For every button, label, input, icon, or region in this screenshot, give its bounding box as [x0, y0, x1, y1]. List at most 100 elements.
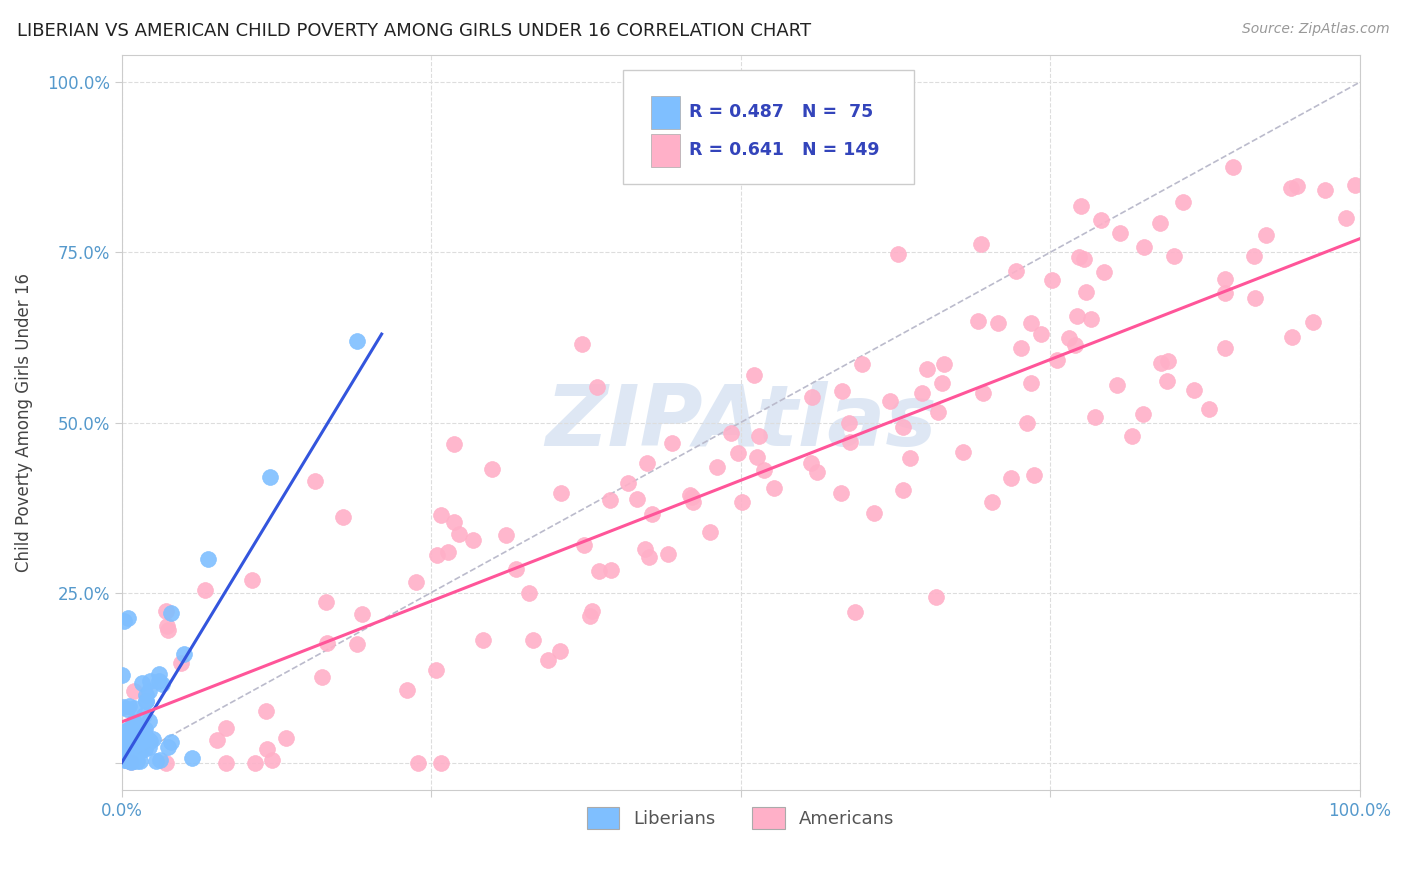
- Point: [240, 573, 263, 587]
- Point: [1244, 292, 1267, 306]
- Point: [114, 739, 136, 754]
- Point: [1005, 264, 1028, 278]
- Point: [481, 461, 503, 475]
- Point: [1074, 285, 1097, 300]
- Point: [215, 721, 238, 735]
- Point: [806, 465, 828, 479]
- Point: [112, 740, 135, 755]
- Point: [634, 541, 657, 556]
- Point: [1040, 273, 1063, 287]
- FancyBboxPatch shape: [623, 70, 914, 184]
- Point: [117, 702, 139, 716]
- Point: [112, 749, 135, 764]
- Point: [1157, 353, 1180, 368]
- Point: [138, 739, 160, 754]
- Point: [517, 586, 540, 600]
- Point: [599, 493, 621, 508]
- Point: [443, 516, 465, 530]
- Point: [579, 609, 602, 624]
- Point: [1084, 410, 1107, 425]
- Point: [156, 623, 179, 637]
- Point: [1132, 407, 1154, 421]
- Point: [157, 740, 180, 755]
- Point: [136, 731, 159, 746]
- Point: [661, 435, 683, 450]
- Point: [194, 582, 217, 597]
- Point: [1090, 213, 1112, 227]
- Point: [720, 426, 742, 441]
- Point: [430, 508, 453, 522]
- Point: [571, 336, 593, 351]
- Point: [260, 753, 283, 767]
- Point: [346, 637, 368, 651]
- Point: [838, 416, 860, 430]
- Text: R = 0.487   N =  75: R = 0.487 N = 75: [689, 103, 873, 120]
- Point: [134, 742, 156, 756]
- Point: [1182, 383, 1205, 397]
- Point: [127, 727, 149, 741]
- Point: [748, 428, 770, 442]
- Point: [170, 656, 193, 670]
- Point: [830, 486, 852, 500]
- Point: [626, 492, 648, 507]
- Point: [122, 722, 145, 736]
- Point: [1213, 286, 1236, 301]
- Point: [879, 393, 901, 408]
- Point: [679, 487, 702, 501]
- Point: [599, 563, 621, 577]
- Point: [1286, 178, 1309, 193]
- Point: [304, 475, 326, 489]
- Point: [346, 334, 368, 348]
- Point: [1156, 374, 1178, 388]
- Point: [122, 714, 145, 729]
- Point: [1057, 331, 1080, 345]
- Point: [127, 728, 149, 742]
- Point: [205, 732, 228, 747]
- Point: [1022, 468, 1045, 483]
- Point: [135, 688, 157, 702]
- Point: [1336, 211, 1358, 225]
- Point: [972, 385, 994, 400]
- Point: [122, 745, 145, 759]
- Point: [155, 604, 177, 618]
- Point: [1133, 239, 1156, 253]
- Point: [800, 391, 823, 405]
- Point: [1067, 250, 1090, 264]
- Point: [160, 735, 183, 749]
- Point: [1109, 226, 1132, 240]
- Point: [115, 739, 138, 753]
- Point: [155, 756, 177, 770]
- Point: [128, 725, 150, 739]
- Point: [1066, 309, 1088, 323]
- Point: [118, 722, 141, 736]
- Point: [396, 683, 419, 698]
- Point: [124, 723, 146, 738]
- Point: [131, 676, 153, 690]
- Point: [891, 420, 914, 434]
- Point: [1163, 249, 1185, 263]
- Point: [752, 463, 775, 477]
- Point: [197, 551, 219, 566]
- Point: [122, 714, 145, 729]
- Point: [981, 495, 1004, 509]
- Point: [114, 724, 136, 739]
- Point: [134, 722, 156, 736]
- Point: [636, 456, 658, 470]
- Point: [1080, 312, 1102, 326]
- Point: [586, 380, 609, 394]
- Point: [747, 450, 769, 464]
- Point: [1073, 252, 1095, 266]
- Point: [117, 730, 139, 744]
- Point: [863, 506, 886, 520]
- Point: [637, 549, 659, 564]
- Point: [139, 674, 162, 689]
- Point: [463, 533, 485, 547]
- Point: [831, 384, 853, 398]
- Point: [112, 700, 135, 714]
- Point: [138, 683, 160, 698]
- Point: [256, 742, 278, 756]
- Point: [132, 723, 155, 737]
- Point: [120, 755, 142, 769]
- Point: [1019, 316, 1042, 330]
- Point: [129, 754, 152, 768]
